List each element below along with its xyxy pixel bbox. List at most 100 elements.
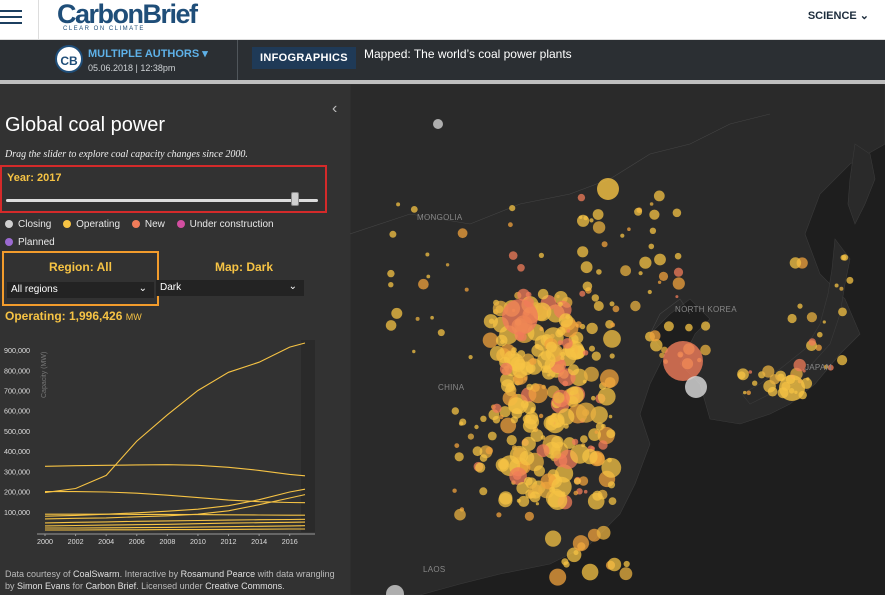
plant-marker[interactable]	[499, 414, 504, 420]
plant-marker[interactable]	[545, 341, 557, 353]
plant-marker[interactable]	[538, 252, 544, 258]
plant-marker[interactable]	[580, 261, 593, 274]
plant-marker[interactable]	[558, 313, 573, 328]
plant-marker[interactable]	[549, 568, 567, 586]
plant-marker[interactable]	[834, 283, 839, 288]
plant-marker[interactable]	[737, 368, 749, 381]
plant-marker[interactable]	[591, 294, 599, 302]
plant-marker[interactable]	[516, 498, 521, 503]
plant-marker[interactable]	[425, 252, 430, 257]
plant-marker[interactable]	[823, 364, 829, 369]
nav-science-link[interactable]: SCIENCE ⌄	[807, 10, 869, 22]
plant-marker[interactable]	[547, 417, 555, 426]
plant-marker[interactable]	[467, 433, 474, 440]
plant-marker[interactable]	[480, 415, 487, 422]
plant-marker[interactable]	[451, 407, 459, 415]
plant-marker[interactable]	[787, 313, 797, 324]
plant-marker[interactable]	[582, 350, 589, 356]
plant-marker[interactable]	[609, 353, 615, 359]
plant-marker[interactable]	[627, 227, 631, 231]
plant-marker[interactable]	[601, 457, 622, 478]
plant-marker[interactable]	[608, 414, 613, 419]
plant-marker[interactable]	[752, 380, 758, 386]
plant-marker[interactable]	[596, 525, 611, 540]
plant-marker[interactable]	[620, 233, 625, 238]
plant-marker[interactable]	[663, 341, 703, 381]
plant-marker[interactable]	[630, 300, 641, 312]
logo[interactable]: CarbonBrief CLEAR ON CLIMATE	[38, 0, 198, 40]
plant-marker[interactable]	[570, 444, 590, 464]
plant-marker[interactable]	[583, 366, 599, 382]
plant-marker[interactable]	[445, 263, 450, 267]
plant-marker[interactable]	[579, 290, 586, 297]
plant-marker[interactable]	[526, 383, 533, 391]
plant-marker[interactable]	[502, 299, 538, 335]
plant-marker[interactable]	[396, 202, 401, 207]
plant-marker[interactable]	[487, 431, 497, 441]
legend-item[interactable]: Operating	[63, 219, 120, 230]
plant-marker[interactable]	[838, 307, 847, 317]
plant-marker[interactable]	[675, 295, 679, 299]
plant-marker[interactable]	[457, 228, 468, 239]
plant-marker[interactable]	[560, 351, 566, 357]
plant-marker[interactable]	[577, 214, 590, 227]
plant-marker[interactable]	[523, 401, 536, 415]
author-avatar[interactable]: CB	[55, 45, 83, 73]
plant-marker[interactable]	[517, 264, 525, 272]
plant-marker[interactable]	[837, 355, 848, 366]
plant-marker[interactable]	[571, 348, 575, 352]
coal-plant-map[interactable]: MONGOLIA NORTH KOREA CHINA JAPAN LAOS	[350, 84, 885, 595]
plant-marker[interactable]	[619, 567, 633, 581]
plant-marker[interactable]	[459, 418, 467, 426]
plant-marker[interactable]	[506, 435, 517, 446]
plant-marker[interactable]	[540, 349, 552, 361]
plant-marker[interactable]	[412, 349, 416, 354]
plant-marker[interactable]	[593, 301, 604, 311]
plant-marker[interactable]	[562, 338, 573, 349]
plant-marker[interactable]	[779, 375, 805, 401]
plant-marker[interactable]	[492, 403, 502, 413]
plant-marker[interactable]	[589, 218, 594, 223]
plant-marker[interactable]	[663, 321, 674, 332]
plant-marker[interactable]	[430, 315, 434, 320]
plant-marker[interactable]	[808, 338, 816, 346]
plant-marker[interactable]	[603, 330, 621, 348]
legend-item[interactable]: Closing	[5, 219, 51, 230]
plant-marker[interactable]	[525, 291, 532, 298]
plant-marker[interactable]	[509, 205, 516, 212]
plant-marker[interactable]	[519, 450, 535, 466]
plant-marker[interactable]	[571, 438, 579, 446]
plant-marker[interactable]	[647, 289, 652, 295]
plant-marker[interactable]	[592, 490, 603, 501]
plant-marker[interactable]	[511, 445, 517, 451]
plant-marker[interactable]	[839, 286, 844, 291]
plant-marker[interactable]	[553, 450, 562, 459]
plant-marker[interactable]	[673, 267, 684, 277]
plant-marker[interactable]	[388, 282, 394, 288]
plant-marker[interactable]	[551, 476, 572, 498]
plant-marker[interactable]	[840, 254, 847, 261]
plant-marker[interactable]	[508, 397, 525, 414]
plant-marker[interactable]	[530, 429, 544, 442]
plant-marker[interactable]	[581, 563, 599, 581]
plant-marker[interactable]	[639, 256, 652, 269]
plant-marker[interactable]	[560, 356, 565, 361]
plant-marker[interactable]	[536, 444, 550, 458]
plant-marker[interactable]	[572, 535, 589, 552]
plant-marker[interactable]	[537, 288, 549, 300]
map-style-select[interactable]: Dark ⌄	[156, 280, 304, 296]
year-slider-handle[interactable]	[291, 192, 299, 206]
plant-marker[interactable]	[612, 305, 620, 313]
plant-marker[interactable]	[793, 358, 806, 372]
plant-marker[interactable]	[479, 454, 488, 462]
plant-marker[interactable]	[518, 495, 530, 507]
plant-marker[interactable]	[553, 392, 565, 404]
plant-marker[interactable]	[556, 326, 566, 336]
author-name-dropdown[interactable]: MULTIPLE AUTHORS ▾	[88, 48, 208, 60]
plant-marker[interactable]	[767, 386, 778, 397]
plant-marker[interactable]	[769, 374, 780, 385]
plant-marker[interactable]	[797, 303, 803, 309]
plant-marker[interactable]	[672, 277, 685, 290]
plant-marker[interactable]	[508, 251, 518, 260]
plant-marker[interactable]	[524, 476, 533, 486]
